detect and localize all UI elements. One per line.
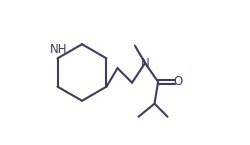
Text: O: O — [173, 75, 182, 88]
Text: NH: NH — [50, 43, 68, 56]
Text: N: N — [140, 57, 149, 70]
